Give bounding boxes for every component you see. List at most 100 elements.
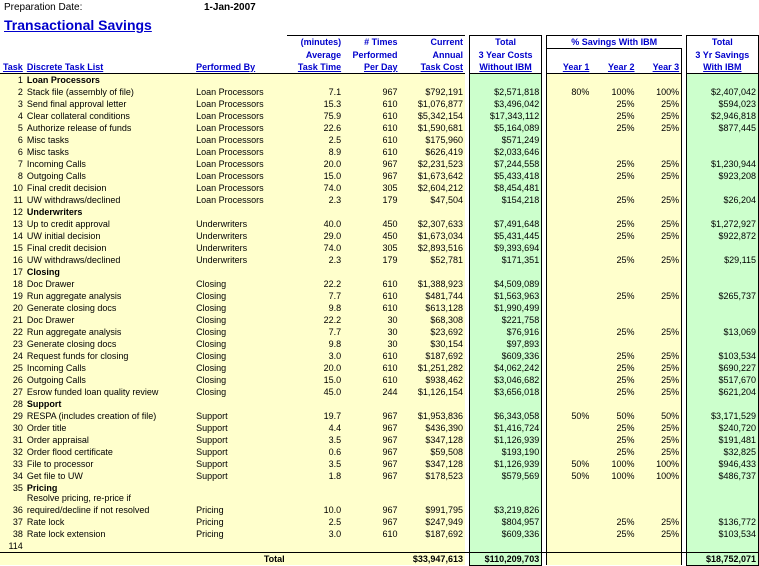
table-row: 2Stack file (assembly of file)Loan Proce… [0, 86, 759, 98]
year2 [591, 242, 636, 254]
task-label: Generate closing docs [25, 302, 194, 314]
task-label: Order title [25, 422, 194, 434]
total-3yr: $3,656,018 [469, 386, 541, 398]
minutes: 3.0 [287, 528, 343, 540]
row-num: 23 [0, 338, 25, 350]
col-times-1: # Times [343, 36, 399, 49]
table-row: 7Incoming CallsLoan Processors20.0967$2,… [0, 158, 759, 170]
times: 30 [343, 326, 399, 338]
table-row: 29RESPA (includes creation of file)Suppo… [0, 410, 759, 422]
savings: $191,481 [686, 434, 758, 446]
table-row: 33File to processorSupport3.5967$347,128… [0, 458, 759, 470]
cost: $68,308 [400, 314, 465, 326]
year3 [636, 134, 681, 146]
year2 [591, 146, 636, 158]
savings [686, 314, 758, 326]
year2 [591, 182, 636, 194]
total-3yr: $609,336 [469, 350, 541, 362]
prep-row: Preparation Date: 1-Jan-2007 [0, 0, 759, 15]
col-y3: Year 3 [636, 61, 681, 74]
year2: 50% [591, 410, 636, 422]
performed-by: Closing [194, 362, 287, 374]
task-label: UW initial decision [25, 230, 194, 242]
task-label: Clear collateral conditions [25, 110, 194, 122]
year3: 100% [636, 86, 681, 98]
total-cost: $33,947,613 [400, 552, 465, 565]
row-num: 11 [0, 194, 25, 206]
year1 [546, 528, 591, 540]
total-3yr: $1,126,939 [469, 434, 541, 446]
row-num: 18 [0, 278, 25, 290]
task-label: Rate lock [25, 516, 194, 528]
minutes: 7.7 [287, 326, 343, 338]
cost: $2,604,212 [400, 182, 465, 194]
year2 [591, 504, 636, 516]
performed-by: Underwriters [194, 254, 287, 266]
table-row: 20Generate closing docsClosing9.8610$613… [0, 302, 759, 314]
row-num: 4 [0, 110, 25, 122]
times: 967 [343, 434, 399, 446]
performed-by: Closing [194, 314, 287, 326]
year2: 25% [591, 98, 636, 110]
minutes: 8.9 [287, 146, 343, 158]
times: 967 [343, 410, 399, 422]
times: 450 [343, 230, 399, 242]
year2: 25% [591, 110, 636, 122]
row-num: 38 [0, 528, 25, 540]
row-num: 30 [0, 422, 25, 434]
minutes: 2.5 [287, 134, 343, 146]
minutes: 3.5 [287, 434, 343, 446]
total-3yr: $3,046,682 [469, 374, 541, 386]
row-num: 8 [0, 170, 25, 182]
year3: 25% [636, 362, 681, 374]
total-3yr: $76,916 [469, 326, 541, 338]
total-3yr: $579,569 [469, 470, 541, 482]
row-num: 29 [0, 410, 25, 422]
performed-by: Underwriters [194, 230, 287, 242]
times: 30 [343, 314, 399, 326]
savings: $2,946,818 [686, 110, 758, 122]
col-minutes-2: Average [287, 49, 343, 61]
year3 [636, 302, 681, 314]
row-num: 6 [0, 134, 25, 146]
performed-by: Loan Processors [194, 134, 287, 146]
times: 967 [343, 86, 399, 98]
savings: $1,230,944 [686, 158, 758, 170]
task-label: Incoming Calls [25, 362, 194, 374]
table-row: 6Misc tasksLoan Processors2.5610$175,960… [0, 134, 759, 146]
task-label: Stack file (assembly of file) [25, 86, 194, 98]
times: 305 [343, 182, 399, 194]
row-num: 2 [0, 86, 25, 98]
minutes: 9.8 [287, 338, 343, 350]
year1 [546, 98, 591, 110]
cost: $1,673,642 [400, 170, 465, 182]
savings [686, 278, 758, 290]
year2: 25% [591, 122, 636, 134]
minutes: 22.6 [287, 122, 343, 134]
performed-by: Closing [194, 302, 287, 314]
year3 [636, 146, 681, 158]
savings: $26,204 [686, 194, 758, 206]
cost: $1,590,681 [400, 122, 465, 134]
row-num: 13 [0, 218, 25, 230]
savings: $265,737 [686, 290, 758, 302]
section-label: Underwriters [25, 206, 194, 218]
times: 967 [343, 158, 399, 170]
minutes: 7.1 [287, 86, 343, 98]
times: 179 [343, 254, 399, 266]
savings-table: (minutes) # Times Current Total % Saving… [0, 35, 759, 566]
task-label: Run aggregate analysis [25, 290, 194, 302]
savings: $240,720 [686, 422, 758, 434]
cost: $938,462 [400, 374, 465, 386]
table-row: 18Doc DrawerClosing22.2610$1,388,923$4,5… [0, 278, 759, 290]
row-num: 7 [0, 158, 25, 170]
year3: 25% [636, 528, 681, 540]
minutes: 0.6 [287, 446, 343, 458]
year1 [546, 446, 591, 458]
task-label: Rate lock extension [25, 528, 194, 540]
row-num: 12 [0, 206, 25, 218]
savings [686, 338, 758, 350]
times: 179 [343, 194, 399, 206]
year3 [636, 182, 681, 194]
performed-by: Loan Processors [194, 98, 287, 110]
